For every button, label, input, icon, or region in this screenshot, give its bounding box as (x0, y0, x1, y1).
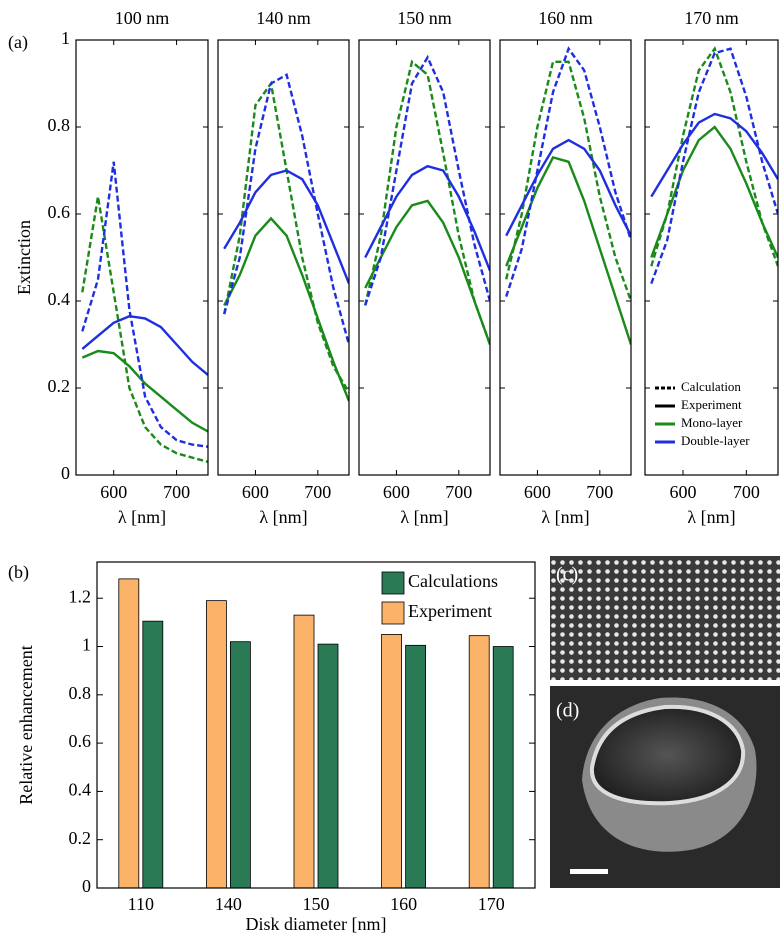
y-tick-label: 1 (61, 28, 70, 48)
plot-frame (499, 39, 632, 476)
data-line (364, 59, 490, 345)
y-tick-label: 1 (82, 635, 91, 655)
y-tick-label: 0 (61, 463, 70, 483)
y-tick-label: 0.2 (69, 828, 92, 848)
bar (381, 634, 403, 889)
bar (468, 635, 490, 889)
x-tick-label: 600 (383, 482, 410, 502)
scale-bar (570, 869, 608, 874)
x-axis-label: Disk diameter [nm] (246, 914, 387, 934)
plot-frame (358, 39, 491, 476)
y-tick-label: 1.2 (69, 586, 92, 606)
data-line (81, 349, 208, 433)
x-axis-label: λ [nm] (259, 507, 307, 527)
legend-label: Mono-layer (681, 415, 743, 430)
plot-frame (75, 39, 209, 476)
data-line (505, 138, 631, 237)
bar (229, 641, 251, 889)
y-tick-label: 0 (82, 876, 91, 896)
x-tick-label: 600 (524, 482, 551, 502)
data-line (364, 199, 490, 345)
subplot-title: 100 nm (115, 8, 170, 28)
x-tick-label: 700 (163, 482, 190, 502)
bar (405, 644, 427, 889)
subplot-title: 170 nm (684, 8, 739, 28)
x-axis-label: λ [nm] (541, 507, 589, 527)
data-line (650, 47, 778, 285)
legend-swatch (381, 601, 405, 625)
x-tick-label: 600 (242, 482, 269, 502)
data-line (650, 46, 778, 267)
plot-frame (96, 561, 536, 889)
data-line (650, 125, 778, 258)
x-axis-label: λ [nm] (118, 507, 166, 527)
x-tick-label: 170 (478, 894, 505, 914)
legend-label: Experiment (408, 601, 492, 621)
legend-swatch (381, 571, 405, 595)
y-tick-label: 0.4 (48, 289, 71, 309)
sem-array-image (550, 556, 780, 680)
x-axis-label: λ [nm] (687, 507, 735, 527)
subplot-title: 150 nm (397, 8, 452, 28)
bar (118, 578, 140, 889)
legend-label: Calculations (408, 571, 498, 591)
x-tick-label: 140 (215, 894, 242, 914)
data-line (505, 60, 631, 302)
panel-label: (b) (8, 562, 29, 583)
data-line (81, 314, 208, 376)
bar (142, 620, 164, 889)
legend-label: Experiment (681, 397, 742, 412)
x-tick-label: 600 (670, 482, 697, 502)
subplot-title: 140 nm (256, 8, 311, 28)
data-line (223, 72, 349, 345)
bar (205, 600, 227, 889)
plot-frame (644, 39, 779, 476)
y-tick-label: 0.6 (69, 731, 92, 751)
y-tick-label: 0.8 (69, 683, 92, 703)
bar (293, 614, 315, 889)
y-axis-label: Relative enhancement (16, 645, 36, 804)
plot-frame (217, 39, 350, 476)
legend-label: Double-layer (681, 433, 750, 448)
data-line (223, 169, 349, 285)
data-line (650, 112, 778, 198)
data-line (364, 164, 490, 272)
bar (317, 643, 339, 889)
panel-label: (a) (8, 32, 28, 53)
panel-label: (d) (556, 700, 579, 722)
x-tick-label: 110 (128, 894, 154, 914)
y-tick-label: 0.8 (48, 115, 71, 135)
x-tick-label: 700 (304, 482, 331, 502)
data-line (505, 46, 631, 297)
subplot-title: 160 nm (538, 8, 593, 28)
disk-top (589, 704, 746, 806)
data-line (505, 155, 631, 345)
data-line (81, 161, 208, 448)
y-tick-label: 0.2 (48, 376, 71, 396)
x-axis-label: λ [nm] (400, 507, 448, 527)
data-line (364, 54, 490, 306)
y-axis-label: Extinction (14, 220, 34, 295)
x-tick-label: 150 (303, 894, 330, 914)
x-tick-label: 700 (445, 482, 472, 502)
x-tick-label: 700 (586, 482, 613, 502)
x-tick-label: 160 (390, 894, 417, 914)
x-tick-label: 700 (733, 482, 760, 502)
y-tick-label: 0.6 (48, 202, 71, 222)
data-line (223, 216, 349, 402)
data-line (81, 196, 208, 464)
x-tick-label: 600 (100, 482, 127, 502)
y-tick-label: 0.4 (69, 780, 92, 800)
panel-d: (d) (550, 686, 780, 888)
panel-c: (c) (550, 556, 780, 680)
panel-label: (c) (556, 564, 578, 586)
bar (492, 646, 514, 889)
legend-label: Calculation (681, 379, 741, 394)
